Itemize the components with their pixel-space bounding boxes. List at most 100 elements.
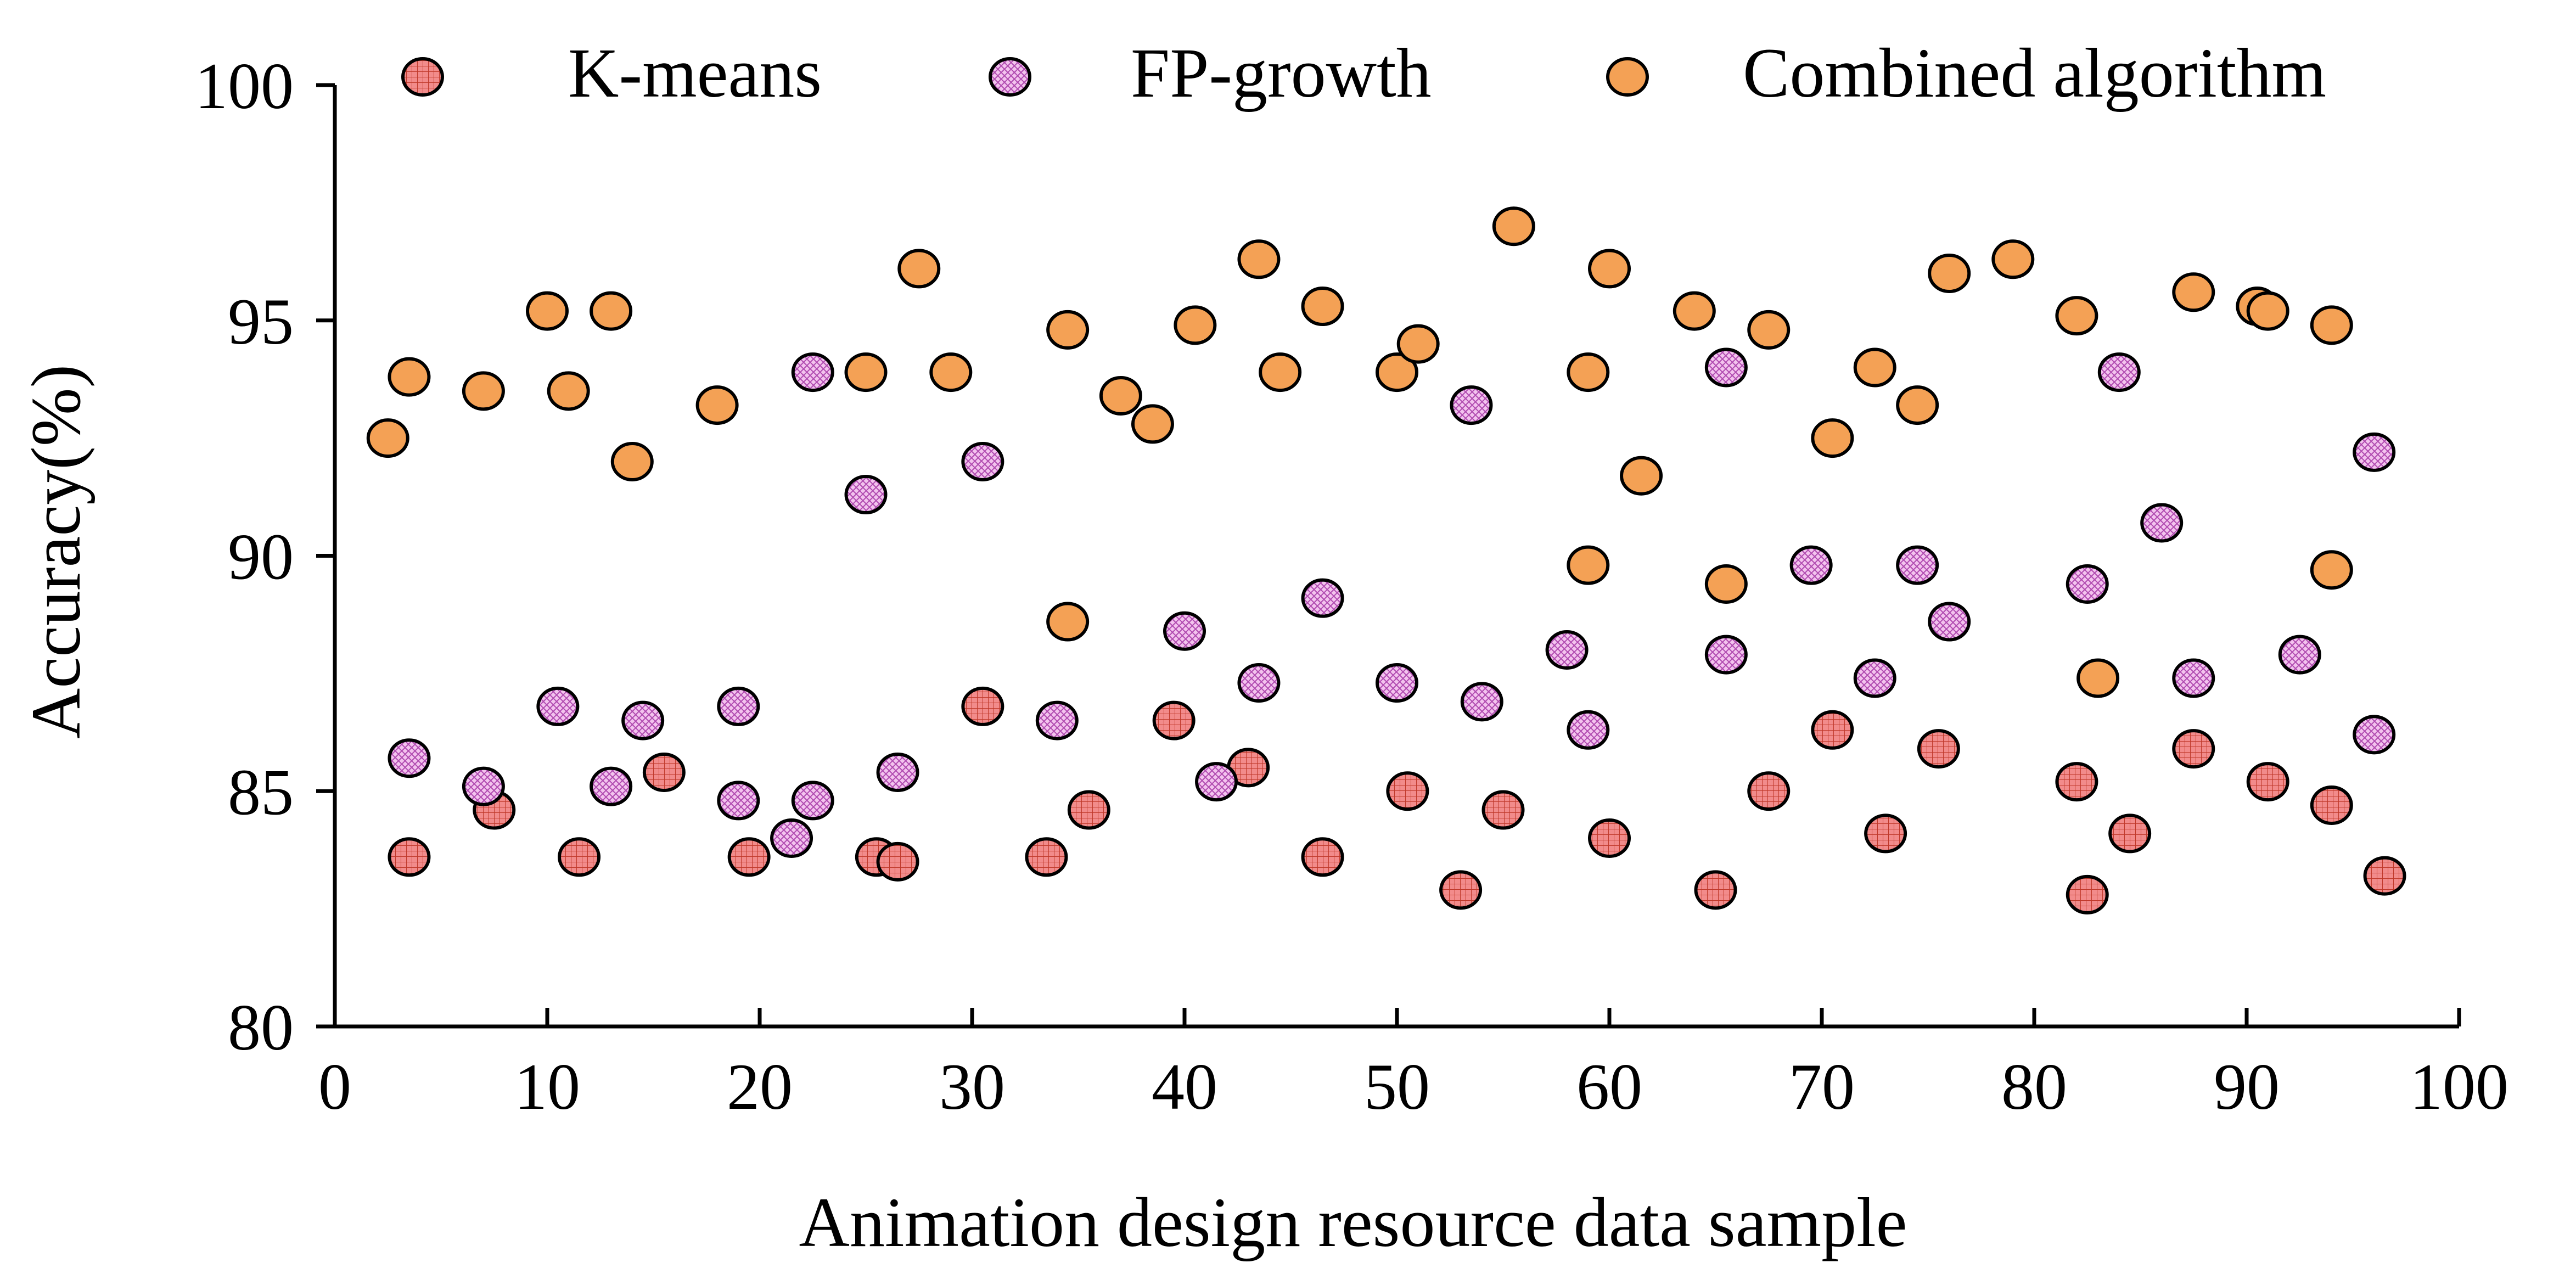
data-point [388,738,431,778]
y-axis-label: Accuracy(%) [17,364,95,739]
data-point [1439,870,1483,910]
data-point [388,357,431,397]
data-point [1301,837,1344,877]
data-point [1567,710,1610,750]
data-point [1747,771,1791,811]
series-k-means [388,686,2406,914]
data-point [2310,785,2353,825]
data-point [2066,874,2109,914]
data-point [1481,790,1525,830]
data-point [610,442,654,481]
data-point [2246,291,2289,331]
data-point [770,818,813,858]
x-tick-label: 40 [1152,1050,1217,1123]
data-point [462,766,505,806]
data-point [1588,818,1631,858]
data-point [1811,710,1854,750]
ticks: 80 85 90 95 100 0 10 20 30 40 50 60 70 80 90 100 [195,49,2508,1123]
data-point [1567,352,1610,392]
data-point [388,837,431,877]
data-point [642,752,686,792]
data-point [1896,385,1939,425]
legend-label: K-means [568,34,822,112]
data-point [844,475,888,515]
data-point [1376,663,1418,703]
data-point [2066,564,2109,604]
x-tick-label: 80 [2001,1050,2067,1123]
data-point [621,700,665,740]
data-point [844,352,888,392]
data-point [1704,564,1748,604]
data-point [1545,630,1589,670]
legend-marker [989,57,1031,97]
data-point [2172,658,2215,698]
plot-area [366,206,2406,914]
data-point [1789,545,1833,585]
data-point [2055,296,2098,336]
data-point [1917,729,1960,769]
data-point [2363,856,2406,896]
y-tick-label: 90 [228,520,294,593]
data-point [791,781,834,821]
data-point [1694,870,1737,910]
data-point [717,781,760,821]
data-point [695,385,739,425]
y-tick-label: 95 [228,285,294,358]
data-point [2076,658,2120,698]
x-tick-label: 70 [1789,1050,1855,1123]
data-point [2353,432,2396,472]
data-point [2108,813,2152,854]
data-point [1853,347,1896,388]
x-tick-label: 60 [1576,1050,1642,1123]
data-point [1301,578,1344,618]
data-point [526,291,569,331]
data-point [1620,456,1663,496]
data-point [2140,503,2184,543]
data-point [2246,762,2289,802]
data-point [1704,347,1748,388]
data-point [1991,239,2035,279]
data-point [366,418,409,458]
data-point [1386,771,1429,811]
data-point [929,352,973,392]
legend: K-means FP-growth Combined algorithm [401,34,2326,112]
data-point [791,352,834,392]
x-tick-label: 50 [1364,1050,1430,1123]
data-point [1025,837,1068,877]
data-point [1928,254,1971,293]
data-point [1567,545,1610,585]
series-combined-algorithm [366,206,2353,698]
legend-label: FP-growth [1131,34,1432,112]
data-point [1301,287,1344,327]
data-point [1259,352,1302,392]
data-point [1035,700,1079,740]
data-point [1152,700,1196,740]
data-point [2055,762,2098,802]
y-tick-label: 85 [228,755,294,828]
data-point [1811,418,1854,458]
data-point [2172,729,2215,769]
data-point [1099,375,1142,416]
data-point [961,442,1004,481]
data-point [590,766,633,806]
data-point [1237,239,1281,279]
data-point [547,371,590,411]
data-point [876,841,919,882]
data-point [1046,602,1090,642]
data-point [1896,545,1939,585]
data-point [1163,611,1206,651]
data-point [1928,602,1971,642]
x-tick-label: 10 [514,1050,580,1123]
data-point [1046,310,1090,350]
y-tick-label: 100 [195,49,294,122]
data-point [1195,762,1238,802]
axis-lines [333,85,2459,1029]
legend-marker [401,57,444,97]
data-point [1864,813,1907,854]
data-point [558,837,601,877]
data-point [1450,385,1493,425]
x-tick-label: 30 [939,1050,1005,1123]
data-point [2310,305,2353,345]
legend-marker [1606,57,1649,97]
